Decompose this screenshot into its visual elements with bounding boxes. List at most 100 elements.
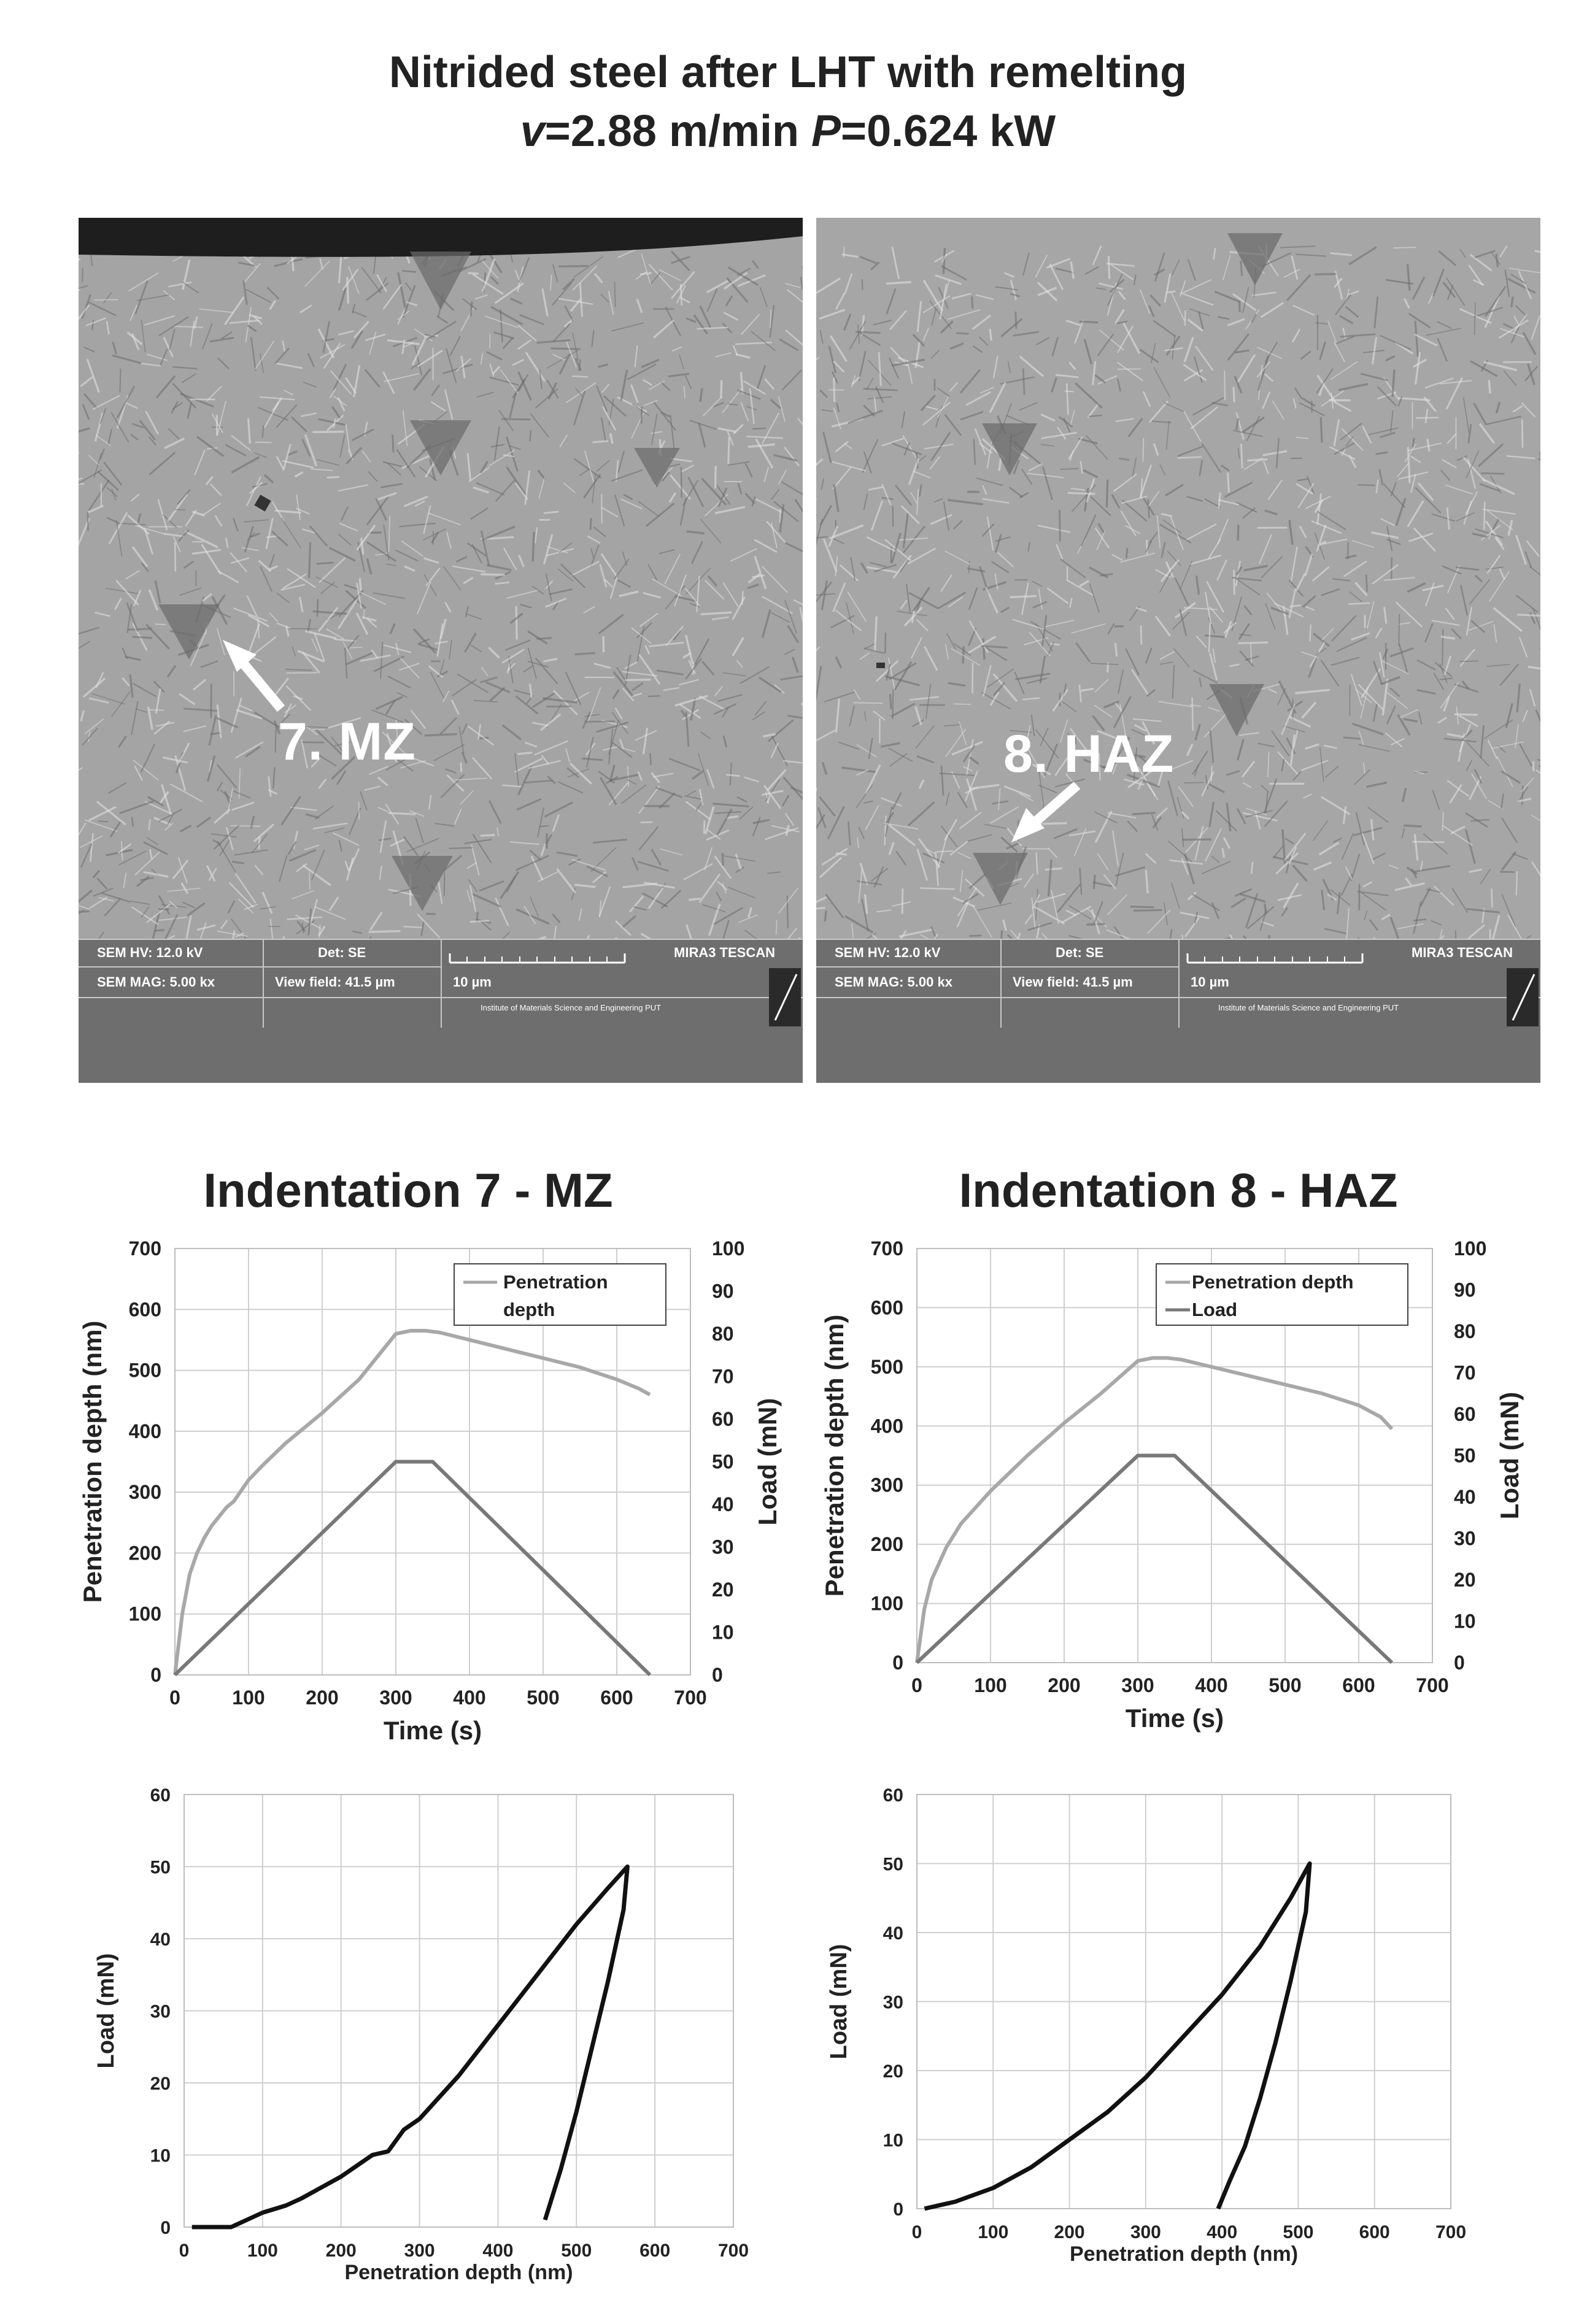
y2-axis-label: Load (mN) (753, 1398, 782, 1526)
indent-marks (158, 252, 680, 911)
y-tick-label: 0 (892, 1652, 903, 1674)
x-tick-label: 600 (1342, 1674, 1375, 1696)
x-tick-label: 700 (718, 2241, 749, 2261)
y-tick-label: 50 (883, 1855, 903, 1875)
y-tick-label: 200 (871, 1533, 903, 1555)
y-tick-label: 20 (150, 2074, 171, 2094)
x-tick-label: 300 (404, 2241, 435, 2261)
x-tick-label: 100 (247, 2241, 278, 2261)
title-p-value: =0.624 kW (841, 107, 1056, 156)
y-tick-label: 400 (871, 1415, 903, 1437)
title-p-symbol: P (811, 107, 841, 156)
y-axis-label: Penetration depth (nm) (820, 1315, 849, 1597)
chart-indentation-7-time: 0 100 200 300 400 500 600 700010020030040050060… (78, 1237, 782, 1745)
indent-marks (876, 233, 1283, 905)
y2-tick-label: 90 (712, 1280, 734, 1302)
y-tick-label: 40 (883, 1923, 903, 1944)
x-tick-label: 700 (674, 1687, 706, 1709)
x-tick-label: 700 (1435, 2222, 1466, 2242)
y2-tick-label: 100 (712, 1237, 744, 1260)
sem-view-field: View field: 41.5 µm (1013, 974, 1133, 990)
x-tick-label: 400 (1207, 2222, 1237, 2242)
x-axis-label: Time (s) (384, 1716, 482, 1745)
y-tick-label: 200 (129, 1542, 161, 1564)
x-tick-label: 600 (600, 1687, 633, 1709)
y-tick-label: 30 (150, 2002, 171, 2022)
y-tick-label: 50 (150, 1858, 171, 1878)
sem-hv: SEM HV: 12.0 kV (97, 945, 203, 960)
y2-tick-label: 50 (712, 1451, 734, 1473)
sem-brand: MIRA3 TESCAN (1412, 945, 1513, 960)
arrow-icon (1011, 781, 1081, 842)
x-tick-label: 200 (326, 2241, 357, 2261)
y-tick-label: 40 (150, 1930, 171, 1950)
legend-entry: Penetration depth (1192, 1271, 1354, 1293)
x-tick-label: 200 (306, 1687, 338, 1709)
grid (916, 1794, 1451, 2209)
sem-det: Det: SE (318, 945, 366, 960)
y-tick-label: 60 (150, 1785, 171, 1806)
x-tick-label: 0 (169, 1687, 180, 1709)
y2-tick-label: 80 (712, 1323, 734, 1345)
y-tick-label: 100 (871, 1593, 903, 1615)
sem-mag: SEM MAG: 5.00 kx (97, 974, 215, 990)
y-tick-label: 10 (883, 2131, 903, 2151)
x-axis-label: Penetration depth (nm) (344, 2261, 573, 2284)
grid (183, 1794, 734, 2228)
y-tick-label: 400 (129, 1420, 161, 1442)
arrow-icon (223, 640, 285, 712)
series-line-penetration-depth (173, 1329, 651, 1676)
y2-tick-label: 60 (1454, 1403, 1476, 1425)
y2-tick-label: 30 (1454, 1528, 1476, 1550)
legend-entry: Penetration depth (503, 1271, 608, 1320)
y2-tick-label: 70 (712, 1366, 734, 1388)
x-tick-label: 100 (978, 2222, 1008, 2242)
y-tick-label: 300 (871, 1474, 903, 1496)
figure-title-line1: Nitrided steel after LHT with remelting (388, 48, 1188, 97)
y-tick-label: 500 (129, 1360, 161, 1382)
x-tick-label: 100 (974, 1674, 1006, 1696)
chart-indentation-8-load-depth: 0 100 200 300 400 500 600 700 0 10 20 30 40 50 60 Penet… (826, 1785, 1466, 2266)
x-tick-label: 0 (179, 2241, 190, 2261)
x-tick-label: 0 (912, 2222, 922, 2242)
y2-tick-label: 20 (1454, 1569, 1476, 1591)
y2-tick-label: 90 (1454, 1279, 1476, 1301)
y2-tick-label: 10 (712, 1622, 734, 1644)
series-line-load (173, 1460, 652, 1677)
x-tick-label: 500 (561, 2241, 592, 2261)
y-tick-label: 0 (150, 1664, 161, 1686)
sem-mag: SEM MAG: 5.00 kx (835, 974, 952, 990)
y-tick-label: 300 (129, 1481, 161, 1503)
y-axis-label: Load (mN) (826, 1944, 852, 2060)
y2-tick-label: 40 (712, 1493, 734, 1515)
y-axis-label: Penetration depth (nm) (78, 1321, 107, 1603)
y-tick-label: 30 (883, 1993, 903, 2013)
series-line-0 (924, 1861, 1312, 2211)
sem-texture (79, 218, 803, 939)
y2-tick-label: 60 (712, 1408, 734, 1430)
y-tick-label: 700 (871, 1237, 903, 1260)
sem-institute: Institute of Materials Science and Engin… (1218, 1003, 1399, 1012)
series-line-0 (191, 1864, 630, 2230)
x-tick-label: 400 (482, 2241, 513, 2261)
x-axis-label: Time (s) (1126, 1704, 1224, 1733)
x-tick-label: 500 (1283, 2222, 1313, 2242)
x-tick-label: 200 (1048, 1674, 1080, 1696)
sem-view-field: View field: 41.5 µm (275, 974, 395, 990)
x-tick-label: 400 (453, 1687, 485, 1709)
scale-bar (1186, 953, 1364, 964)
y2-tick-label: 10 (1454, 1610, 1476, 1633)
sem-brand: MIRA3 TESCAN (674, 945, 776, 960)
chart-title: Indentation 8 - HAZ (959, 1163, 1398, 1217)
y2-tick-label: 50 (1454, 1445, 1476, 1467)
tescan-logo (769, 968, 801, 1026)
x-tick-label: 600 (1359, 2222, 1390, 2242)
sem-info-bar: SEM HV: 12.0 kV Det: SE MIRA3 TESCAN SEM… (79, 939, 803, 1083)
figure-title: Nitrided steel after LHT with remelting … (0, 43, 1576, 161)
sem-scale-label: 10 µm (453, 974, 492, 990)
x-axis-label: Penetration depth (nm) (1070, 2242, 1298, 2266)
chart-title: Indentation 7 - MZ (203, 1163, 613, 1217)
y-tick-label: 600 (871, 1296, 903, 1318)
plot-frame (916, 1794, 1451, 2209)
y-axis-label: Load (mN) (93, 1953, 119, 2069)
